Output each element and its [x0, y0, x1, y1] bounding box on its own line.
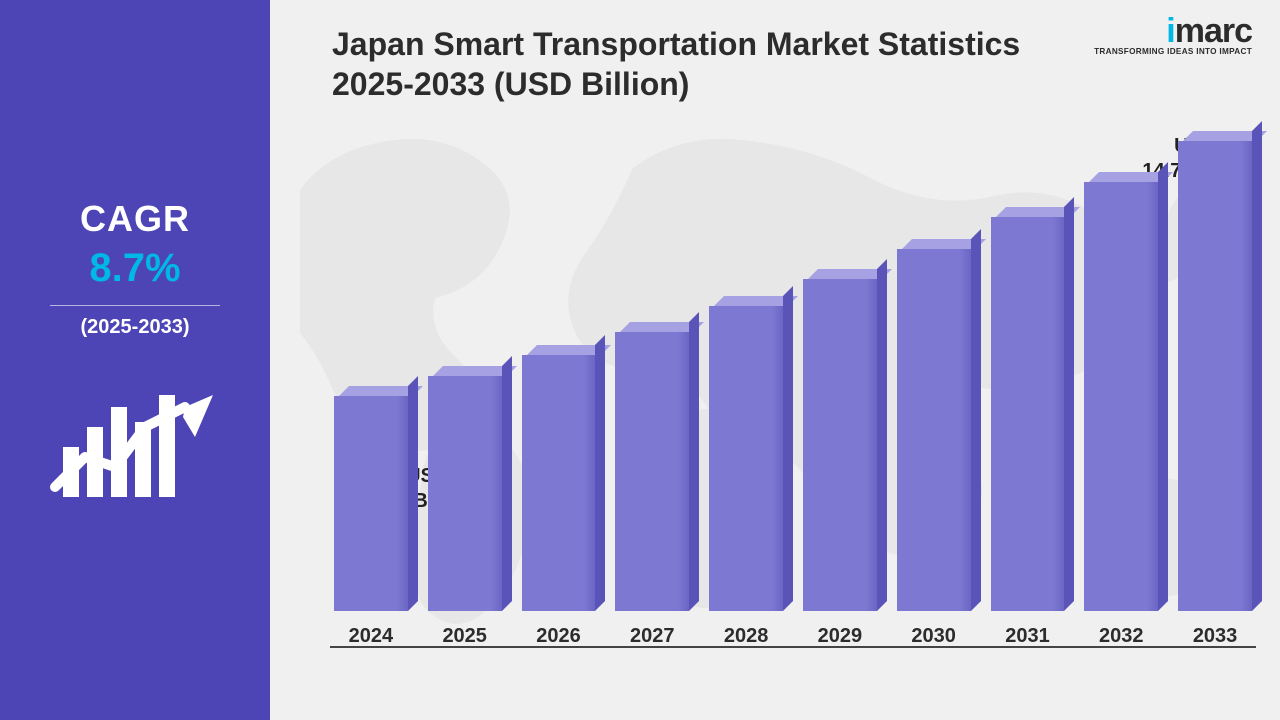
bar-side-face	[783, 286, 793, 611]
bar-side-face	[1252, 121, 1262, 611]
bar-column: 2027	[615, 322, 689, 648]
x-axis-label: 2027	[630, 625, 675, 648]
main-panel: Japan Smart Transportation Market Statis…	[270, 0, 1280, 720]
bar	[897, 239, 971, 611]
bar-side-face	[595, 335, 605, 611]
bar-side-face	[877, 259, 887, 611]
bar-front-face	[709, 306, 783, 611]
bar-column: 2029	[803, 269, 877, 648]
x-axis-label: 2024	[349, 625, 394, 648]
bars-container: 2024 2025 2026 2027 2028 2029 2030 2031 2032 2033	[330, 150, 1256, 648]
logo-letters-rest: marc	[1175, 12, 1252, 50]
logo-letter-i: i	[1166, 12, 1174, 50]
bar-column: 2030	[897, 239, 971, 648]
bar-front-face	[1084, 182, 1158, 611]
sidebar-panel: CAGR 8.7% (2025-2033)	[0, 0, 270, 720]
bar-side-face	[689, 312, 699, 611]
divider	[50, 305, 220, 306]
bar-front-face	[803, 279, 877, 611]
logo-text: imarc	[1094, 12, 1252, 51]
page: CAGR 8.7% (2025-2033) Japan Smart Transp…	[0, 0, 1280, 720]
bar-front-face	[897, 249, 971, 611]
bar	[428, 366, 502, 611]
bar-front-face	[991, 217, 1065, 611]
x-axis-label: 2030	[911, 625, 956, 648]
bar-side-face	[971, 229, 981, 611]
bar-front-face	[615, 332, 689, 611]
bar	[1178, 131, 1252, 611]
x-axis-label: 2025	[442, 625, 487, 648]
bar-side-face	[1064, 197, 1074, 611]
growth-chart-icon	[45, 367, 225, 522]
bar	[1084, 172, 1158, 611]
x-axis-line	[330, 646, 1256, 648]
bar	[615, 322, 689, 611]
bar	[522, 345, 596, 611]
bar-column: 2032	[1084, 172, 1158, 648]
x-axis-label: 2031	[1005, 625, 1050, 648]
bar-front-face	[522, 355, 596, 611]
bar-column: 2033	[1178, 131, 1252, 648]
bar-column: 2026	[522, 345, 596, 648]
bar-front-face	[1178, 141, 1252, 611]
bar	[803, 269, 877, 611]
bar-front-face	[428, 376, 502, 611]
bar-side-face	[1158, 162, 1168, 611]
x-axis-label: 2033	[1193, 625, 1238, 648]
bar	[709, 296, 783, 611]
bar-front-face	[334, 396, 408, 611]
bar-column: 2024	[334, 386, 408, 648]
brand-logo: imarc TRANSFORMING IDEAS INTO IMPACT	[1094, 12, 1252, 56]
cagr-title: CAGR	[80, 198, 190, 240]
x-axis-label: 2026	[536, 625, 581, 648]
bar-side-face	[502, 356, 512, 611]
bar-side-face	[408, 376, 418, 611]
bar	[334, 386, 408, 611]
bar	[991, 207, 1065, 611]
x-axis-label: 2028	[724, 625, 769, 648]
bar-column: 2025	[428, 366, 502, 648]
bar-chart: USD 6.9 Billion USD 14.7 Billion 2024202…	[330, 130, 1256, 690]
logo-tagline: TRANSFORMING IDEAS INTO IMPACT	[1094, 47, 1252, 56]
cagr-value: 8.7%	[89, 246, 180, 291]
x-axis-label: 2029	[818, 625, 863, 648]
cagr-period: (2025-2033)	[81, 316, 190, 339]
bar-column: 2031	[991, 207, 1065, 648]
bar-column: 2028	[709, 296, 783, 648]
x-axis-label: 2032	[1099, 625, 1144, 648]
